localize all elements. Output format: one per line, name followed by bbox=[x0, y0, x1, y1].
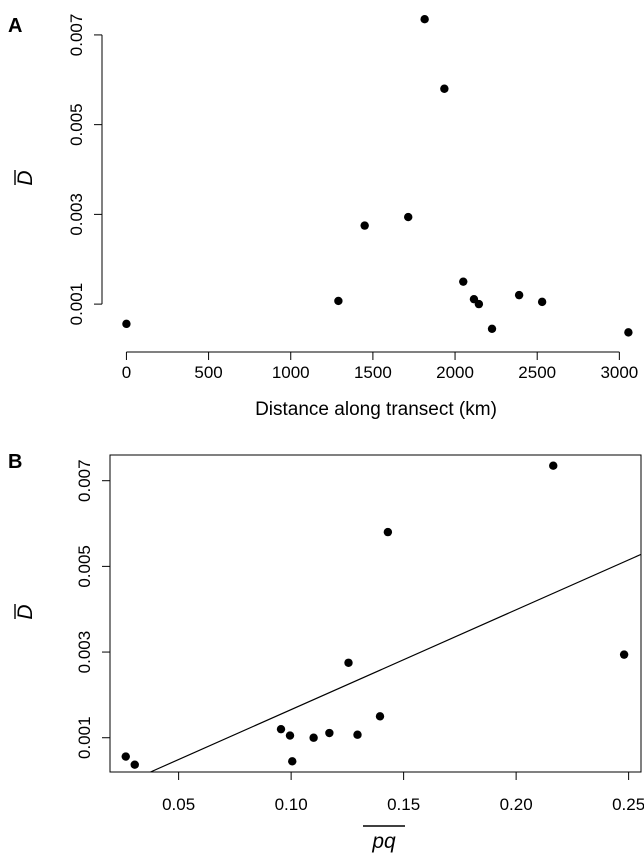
panel-a-y-axis-label: D bbox=[14, 170, 37, 186]
panel-b-y-axis-label: D bbox=[14, 604, 37, 620]
panel-a-y-tick-label: 0.003 bbox=[67, 193, 86, 236]
panel-b-y-tick-label: 0.005 bbox=[75, 545, 94, 588]
panel-a-x-tick-label: 1000 bbox=[272, 363, 310, 382]
panel-b-y-tick-label: 0.001 bbox=[75, 716, 94, 759]
panel-a-y-axis-label-text: D bbox=[14, 170, 37, 185]
panel-b-data-point bbox=[121, 752, 130, 761]
panel-a-data-point bbox=[420, 15, 429, 24]
panel-b-plot-frame bbox=[109, 454, 642, 773]
panel-b-letter: B bbox=[8, 451, 22, 473]
panel-a-data-point bbox=[404, 212, 413, 222]
panel-b-y-tick-label: 0.007 bbox=[75, 459, 94, 502]
panel-a-data-point bbox=[360, 221, 369, 230]
panel-a-data-point bbox=[514, 290, 524, 300]
panel-b-data-point bbox=[285, 731, 295, 740]
panel-b-regression-line bbox=[150, 553, 642, 773]
panel-b-data-point bbox=[353, 730, 362, 739]
panel-a-x-tick-label: 3000 bbox=[600, 363, 638, 382]
panel-a-y-tick-label: 0.005 bbox=[67, 103, 86, 146]
panel-a-x-tick-label: 2500 bbox=[518, 363, 556, 382]
panel-b-x-tick-label: 0.25 bbox=[612, 795, 644, 814]
panel-b-y-axis-label-text: D bbox=[14, 604, 37, 619]
panel-a-x-axis-label: Distance along transect (km) bbox=[255, 399, 497, 420]
panel-a-data-point bbox=[122, 319, 131, 329]
panel-a-data-point bbox=[624, 328, 633, 337]
panel-b-data-point bbox=[383, 527, 393, 537]
panel-a-x-tick-label: 2000 bbox=[436, 363, 474, 382]
panel-b-data-point bbox=[619, 650, 629, 659]
panel-a-x-tick-label: 0 bbox=[122, 363, 131, 382]
panel-b-data-point bbox=[130, 760, 139, 769]
panel-b-y-tick-label: 0.003 bbox=[75, 631, 94, 674]
panel-a-letter: A bbox=[8, 15, 22, 37]
panel-b-data-point bbox=[276, 724, 286, 734]
panel-a-data-point bbox=[487, 324, 497, 333]
panel-a-data-point bbox=[459, 277, 468, 286]
panel-a-y-tick-label: 0.007 bbox=[67, 14, 86, 57]
panel-b: B D pq 0.05 0.10 0.15 0.20 0.25 0.001 0.003 0.0… bbox=[8, 451, 644, 853]
panel-a-data-point bbox=[474, 299, 484, 309]
panel-a: A D Distance along transect (km) 0 500 100… bbox=[8, 14, 638, 420]
panel-a-x-tick-label: 500 bbox=[194, 363, 222, 382]
panel-b-data-point bbox=[309, 733, 318, 742]
panel-b-data-point bbox=[375, 712, 385, 721]
panel-a-data-point bbox=[537, 297, 547, 307]
panel-b-x-axis-label: pq bbox=[371, 830, 396, 853]
panel-b-x-tick-label: 0.10 bbox=[275, 795, 308, 814]
panel-a-x-tick-label: 1500 bbox=[354, 363, 392, 382]
panel-b-data-point bbox=[549, 461, 558, 470]
panel-b-x-tick-label: 0.20 bbox=[500, 795, 533, 814]
panel-b-x-tick-label: 0.15 bbox=[387, 795, 420, 814]
panel-a-y-tick-label: 0.001 bbox=[67, 283, 86, 326]
panel-b-data-point bbox=[344, 658, 353, 667]
panel-a-data-point bbox=[334, 296, 343, 306]
panel-b-x-tick-label: 0.05 bbox=[162, 795, 195, 814]
panel-b-data-point bbox=[325, 728, 334, 738]
panel-b-data-point bbox=[288, 757, 297, 766]
panel-a-data-point bbox=[440, 84, 449, 93]
